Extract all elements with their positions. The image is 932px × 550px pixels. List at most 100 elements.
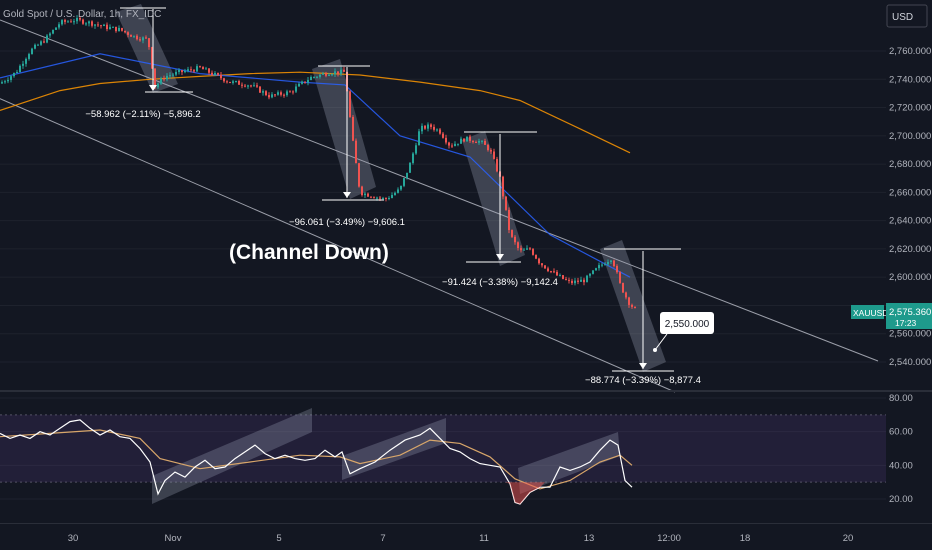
candle-body <box>112 26 114 28</box>
candle-body <box>328 74 330 76</box>
chart-title: Gold Spot / U.S. Dollar, 1h, FX_IDC <box>3 9 161 20</box>
candle-body <box>487 144 489 151</box>
candle-body <box>517 242 519 249</box>
candle-body <box>274 94 276 96</box>
candle-body <box>592 270 594 274</box>
candle-body <box>145 37 147 39</box>
candle-body <box>361 186 363 196</box>
candle-body <box>475 142 477 144</box>
candle-body <box>355 140 357 164</box>
candle-body <box>610 260 612 263</box>
candle-body <box>178 70 180 72</box>
candle-body <box>7 79 9 82</box>
price-tag-value: 2,575.360 <box>889 307 931 318</box>
candle-body <box>253 85 255 87</box>
time-axis: 30 Nov 5 7 11 13 12:00 18 20 <box>68 533 854 544</box>
candle-body <box>502 176 504 197</box>
rsi-tick-label: 40.00 <box>889 460 913 471</box>
candle-body <box>31 48 33 55</box>
candle-body <box>217 73 219 75</box>
candle-body <box>73 21 75 23</box>
candle-body <box>88 21 90 24</box>
candle-body <box>151 47 153 69</box>
candle-body <box>211 72 213 75</box>
price-tick-label: 2,760.000 <box>889 46 931 57</box>
time-tick-label: Nov <box>165 533 182 544</box>
candle-body <box>607 262 609 265</box>
candle-body <box>481 140 483 142</box>
candle-body <box>244 85 246 87</box>
time-tick-label: 7 <box>380 533 385 544</box>
candle-body <box>91 21 93 26</box>
candle-body <box>1 82 3 84</box>
candle-body <box>205 68 207 70</box>
price-tick-label: 2,540.000 <box>889 357 931 368</box>
candle-body <box>388 198 390 200</box>
candle-body <box>130 34 132 37</box>
candle-body <box>337 71 339 74</box>
candle-body <box>115 26 117 32</box>
candle-body <box>565 278 567 280</box>
rsi-channel-1 <box>152 408 312 504</box>
arrow-4 <box>639 363 647 369</box>
candle-body <box>604 264 606 266</box>
candle-body <box>298 83 300 87</box>
candle-body <box>442 133 444 138</box>
symbol-tag-bg <box>851 305 884 319</box>
candle-body <box>415 145 417 154</box>
arrow-3 <box>496 254 504 260</box>
time-tick-label: 5 <box>276 533 281 544</box>
currency-button[interactable]: USD <box>886 4 928 28</box>
candle-body <box>460 138 462 144</box>
candle-body <box>520 248 522 251</box>
measure-rulers <box>120 7 681 372</box>
target-pointer <box>654 333 668 351</box>
candle-body <box>157 83 159 88</box>
candle-body <box>505 196 507 210</box>
target-label: 2,550.000 <box>665 319 710 330</box>
measure-label-4: −88.774 (−3.39%) −8,877.4 <box>585 375 701 386</box>
rsi-oversold-fill <box>505 482 545 505</box>
candle-body <box>418 131 420 146</box>
candle-body <box>427 124 429 129</box>
candle-body <box>301 81 303 84</box>
candle-body <box>118 27 120 32</box>
candle-body <box>106 24 108 30</box>
candle-body <box>580 279 582 282</box>
candle-body <box>121 27 123 31</box>
candle-body <box>127 32 129 35</box>
candle-body <box>400 185 402 190</box>
price-tick-label: 2,700.000 <box>889 131 931 142</box>
pane-separator[interactable] <box>0 390 932 392</box>
price-grid <box>0 50 886 363</box>
candle-body <box>589 273 591 276</box>
channel-down-annotation: (Channel Down) <box>229 241 389 264</box>
channel-down <box>0 19 879 393</box>
target-callout[interactable]: 2,550.000 <box>653 312 714 352</box>
candle-body <box>376 197 378 199</box>
candle-body <box>76 17 78 22</box>
candle-body <box>412 153 414 163</box>
candle-body <box>241 84 243 86</box>
candle-body <box>385 198 387 200</box>
arrow-1 <box>149 85 157 91</box>
candle-body <box>586 275 588 283</box>
candle-body <box>421 125 423 132</box>
candle-body <box>490 150 492 152</box>
candle-body <box>229 81 231 83</box>
measure-label-1: −58.962 (−2.11%) −5,896.2 <box>85 109 200 120</box>
candle-body <box>262 91 264 93</box>
candle-body <box>295 86 297 92</box>
candle-body <box>478 140 480 143</box>
candle-body <box>547 268 549 272</box>
time-tick-label: 11 <box>479 533 489 544</box>
candle-body <box>184 70 186 73</box>
channel-upper-line <box>0 19 879 362</box>
time-tick-label: 18 <box>740 533 751 544</box>
rsi-tick-label: 60.00 <box>889 427 913 438</box>
candle-body <box>325 73 327 76</box>
candle-body <box>424 125 426 129</box>
candle-body <box>10 76 12 80</box>
candle-body <box>634 306 636 309</box>
candle-body <box>445 137 447 143</box>
